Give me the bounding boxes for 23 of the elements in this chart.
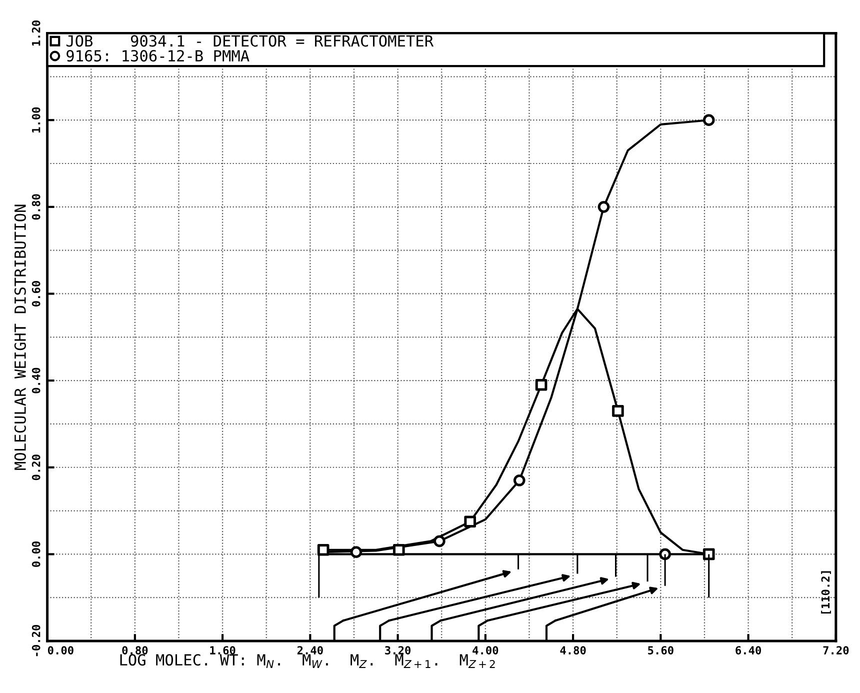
x-tick-label: 4.00 — [472, 646, 498, 654]
x-tick-label: 0.00 — [48, 646, 74, 654]
y-tick-label: 0.80 — [32, 194, 40, 220]
y-tick-label: 0.20 — [32, 454, 40, 480]
x-tick-label: 5.60 — [648, 646, 674, 654]
legend-label: JOB 9034.1 - DETECTOR = REFRACTOMETER — [66, 35, 434, 47]
text: LOG MOLEC. WT: M$_{N}$. M$_{W}$. M$_{Z}$. M$_{Z+1}$. M$_{Z+2}$ — [120, 654, 495, 668]
y-tick-label: 0.40 — [32, 368, 40, 394]
x-tick-label: 1.60 — [210, 646, 236, 654]
x-tick-label: 3.20 — [385, 646, 411, 654]
x-tick-label: 7.20 — [823, 646, 849, 654]
x-tick-label: 0.80 — [122, 646, 148, 654]
y-tick-label: 0.00 — [32, 541, 40, 567]
x-tick-label: 4.80 — [560, 646, 586, 654]
y-axis-title: MOLECULAR WEIGHT DISTRIBUTION — [14, 204, 26, 470]
y-tick-label: 1.00 — [32, 107, 40, 132]
y-tick-label: 0.60 — [32, 281, 40, 306]
y-tick-label: 1.20 — [32, 20, 40, 46]
x-tick-label: 6.40 — [736, 646, 762, 654]
y-tick-label: -0.20 — [32, 624, 40, 656]
x-tick-label: 2.40 — [297, 646, 323, 654]
annotation: [110.2] — [821, 571, 831, 614]
legend-label: 9165: 1306-12-B PMMA — [66, 50, 250, 62]
